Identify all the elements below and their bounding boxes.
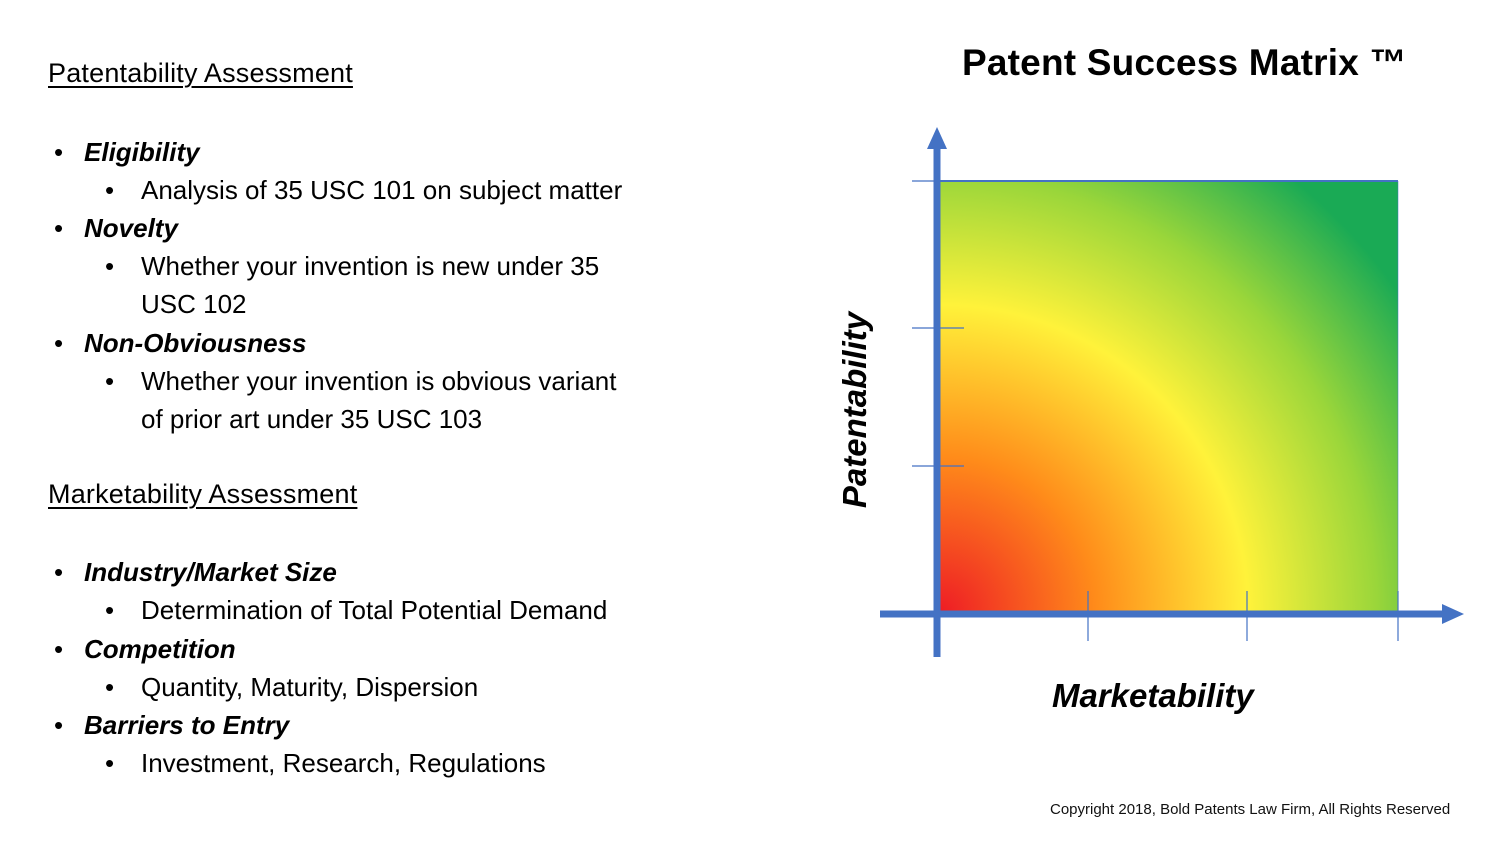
barriers-item: • Barriers to Entry xyxy=(54,706,290,744)
eligibility-detail-text: Analysis of 35 USC 101 on subject matter xyxy=(141,175,623,205)
novelty-detail-line1: Whether your invention is new under 35 xyxy=(141,251,600,281)
eligibility-item: • Eligibility xyxy=(54,133,200,171)
bullet-dot: • xyxy=(54,213,64,243)
bullet-dot: • xyxy=(54,328,64,358)
non-obviousness-label: Non-Obviousness xyxy=(84,328,307,358)
barriers-detail-text: Investment, Research, Regulations xyxy=(141,748,546,778)
bullet-dot: • xyxy=(54,710,64,740)
barriers-detail: • Investment, Research, Regulations xyxy=(105,744,546,782)
competition-detail: • Quantity, Maturity, Dispersion xyxy=(105,668,479,706)
competition-detail-text: Quantity, Maturity, Dispersion xyxy=(141,672,479,702)
success-matrix xyxy=(880,127,1464,657)
y-axis-label: Patentability xyxy=(836,311,873,509)
matrix-title: Patent Success Matrix ™ xyxy=(962,42,1407,83)
eligibility-label: Eligibility xyxy=(84,137,200,167)
non-obviousness-detail-continued: of prior art under 35 USC 103 xyxy=(141,400,482,438)
eligibility-detail: • Analysis of 35 USC 101 on subject matt… xyxy=(105,171,623,209)
bullet-dot: • xyxy=(105,595,115,625)
market-size-item: • Industry/Market Size xyxy=(54,553,337,591)
non-obviousness-detail: • Whether your invention is obvious vari… xyxy=(105,362,617,400)
copyright-notice: Copyright 2018, Bold Patents Law Firm, A… xyxy=(1050,801,1451,818)
x-axis-arrow-icon xyxy=(1442,604,1464,624)
market-size-label: Industry/Market Size xyxy=(84,557,337,587)
novelty-item: • Novelty xyxy=(54,209,178,247)
x-axis-label: Marketability xyxy=(1052,677,1254,714)
marketability-heading: Marketability Assessment xyxy=(48,479,358,509)
bullet-dot: • xyxy=(54,634,64,664)
bullet-dot: • xyxy=(105,672,115,702)
non-obviousness-item: • Non-Obviousness xyxy=(54,324,307,362)
bullet-dot: • xyxy=(54,557,64,587)
non-obviousness-detail-line1: Whether your invention is obvious varian… xyxy=(141,366,617,396)
bullet-dot: • xyxy=(105,251,115,281)
patentability-heading: Patentability Assessment xyxy=(48,58,353,88)
bullet-dot: • xyxy=(105,748,115,778)
competition-label: Competition xyxy=(84,634,236,664)
novelty-detail-continued: USC 102 xyxy=(141,285,247,323)
novelty-detail: • Whether your invention is new under 35 xyxy=(105,247,600,285)
barriers-label: Barriers to Entry xyxy=(84,710,290,740)
competition-item: • Competition xyxy=(54,630,236,668)
y-axis-arrow-icon xyxy=(927,127,947,149)
market-size-detail: • Determination of Total Potential Deman… xyxy=(105,591,608,629)
novelty-label: Novelty xyxy=(84,213,178,243)
bullet-dot: • xyxy=(105,175,115,205)
bullet-dot: • xyxy=(54,137,64,167)
gradient-field xyxy=(940,181,1398,613)
novelty-detail-line2: USC 102 xyxy=(141,289,247,319)
market-size-detail-text: Determination of Total Potential Demand xyxy=(141,595,608,625)
bullet-dot: • xyxy=(105,366,115,396)
non-obviousness-detail-line2: of prior art under 35 USC 103 xyxy=(141,404,483,434)
